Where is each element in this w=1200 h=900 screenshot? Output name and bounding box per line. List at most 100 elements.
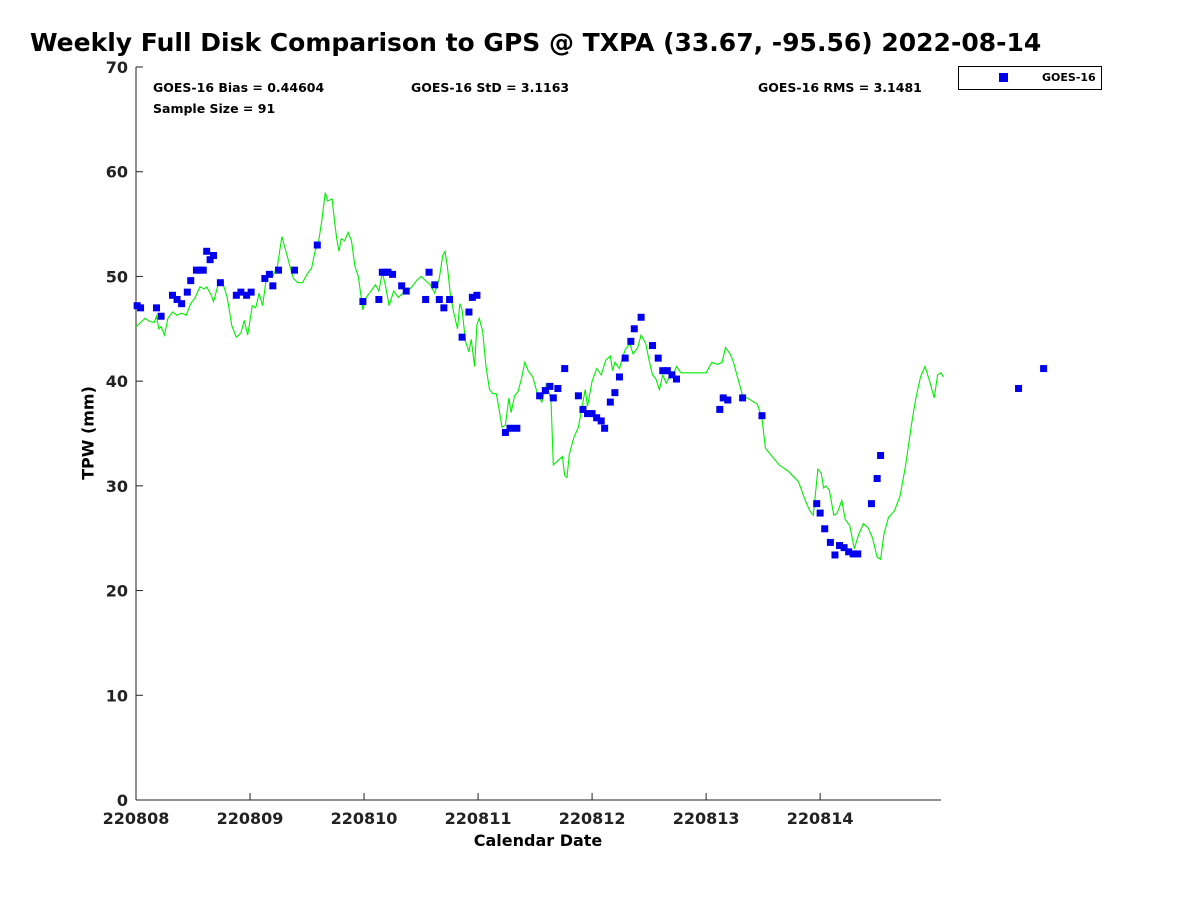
legend-label-goes16: GOES-16 xyxy=(1042,71,1096,84)
goes16-point xyxy=(606,398,614,406)
goes16-point xyxy=(398,282,406,290)
gps-series-line xyxy=(135,192,944,561)
goes16-series-layer xyxy=(133,241,1048,559)
goes16-point xyxy=(247,288,255,296)
goes16-point xyxy=(877,451,885,459)
goes16-point xyxy=(375,295,383,303)
goes16-point xyxy=(1015,384,1023,392)
goes16-point xyxy=(216,279,224,287)
goes16-point xyxy=(137,304,145,312)
goes16-point xyxy=(237,288,245,296)
goes16-point xyxy=(440,304,448,312)
goes16-point xyxy=(389,270,397,278)
goes16-point xyxy=(597,417,605,425)
goes16-point xyxy=(261,275,269,283)
goes16-point xyxy=(873,475,881,483)
goes16-point xyxy=(627,337,635,345)
goes16-point xyxy=(178,300,186,308)
goes16-point xyxy=(719,394,727,402)
goes16-point xyxy=(359,298,367,306)
goes16-point xyxy=(243,291,251,299)
goes16-point xyxy=(615,373,623,381)
goes16-point xyxy=(630,325,638,333)
goes16-point xyxy=(536,392,544,400)
gps-series-layer xyxy=(135,192,944,561)
goes16-point xyxy=(554,384,562,392)
y-tick-label: 10 xyxy=(106,686,128,705)
x-tick-label: 220808 xyxy=(103,809,170,828)
y-tick-label: 70 xyxy=(106,58,128,77)
goes16-point xyxy=(265,270,273,278)
y-tick-label: 60 xyxy=(106,163,128,182)
x-tick-label: 220812 xyxy=(559,809,626,828)
goes16-point xyxy=(1040,365,1048,373)
x-tick-label: 220811 xyxy=(445,809,512,828)
goes16-point xyxy=(435,295,443,303)
goes16-point xyxy=(290,266,298,274)
goes16-point xyxy=(849,550,857,558)
axes xyxy=(135,66,941,801)
goes16-point xyxy=(659,367,667,375)
goes16-point xyxy=(593,414,601,422)
tick-labels: 0 10 20 30 40 50 60 70 220808 220809 220810 220811 2… xyxy=(103,58,854,828)
goes16-point xyxy=(836,542,844,550)
goes16-point xyxy=(816,509,824,517)
y-axis-label: TPW (mm) xyxy=(78,386,98,480)
stat-rms: GOES-16 RMS = 3.1481 xyxy=(758,80,922,95)
goes16-point xyxy=(621,354,629,362)
goes16-point xyxy=(168,291,176,299)
goes16-point xyxy=(153,304,161,312)
y-tick-label: 40 xyxy=(106,372,128,391)
goes16-point xyxy=(854,550,862,558)
goes16-point xyxy=(313,241,321,249)
goes16-point xyxy=(422,295,430,303)
goes16-point xyxy=(384,268,392,276)
x-tick-label: 220813 xyxy=(673,809,740,828)
goes16-point xyxy=(501,428,509,436)
goes16-point xyxy=(506,424,514,432)
goes16-point xyxy=(187,277,195,285)
goes16-point xyxy=(210,251,218,259)
goes16-point xyxy=(611,389,619,397)
stat-bias: GOES-16 Bias = 0.44604 xyxy=(153,80,325,95)
x-tick-label: 220810 xyxy=(331,809,398,828)
goes16-point xyxy=(232,291,240,299)
x-axis-label: Calendar Date xyxy=(473,831,603,850)
goes16-point xyxy=(541,387,549,395)
goes16-point xyxy=(173,295,181,303)
goes16-point xyxy=(654,354,662,362)
goes16-point xyxy=(206,256,214,264)
goes16-point xyxy=(724,396,732,404)
goes16-point xyxy=(549,394,557,402)
goes16-point xyxy=(402,287,410,295)
goes16-point xyxy=(183,288,191,296)
stat-std: GOES-16 StD = 3.1163 xyxy=(411,80,570,95)
goes16-point xyxy=(275,266,283,274)
goes16-point xyxy=(468,293,476,301)
goes16-point xyxy=(446,295,454,303)
goes16-point xyxy=(637,313,645,321)
goes16-point xyxy=(845,548,853,556)
goes16-point xyxy=(473,291,481,299)
goes16-point xyxy=(668,371,676,379)
goes16-point xyxy=(513,424,521,432)
goes16-point xyxy=(546,382,554,390)
goes16-point xyxy=(425,268,433,276)
goes16-point xyxy=(203,247,211,255)
goes16-point xyxy=(199,266,207,274)
goes16-point xyxy=(758,412,766,420)
y-tick-label: 20 xyxy=(106,582,128,601)
legend-marker-goes16 xyxy=(999,73,1008,82)
goes16-point xyxy=(739,394,747,402)
goes16-point xyxy=(269,282,277,290)
y-tick-label: 0 xyxy=(117,791,128,810)
goes16-point xyxy=(663,367,671,375)
goes16-point xyxy=(840,544,848,552)
x-tick-label: 220809 xyxy=(217,809,284,828)
goes16-point xyxy=(431,281,439,289)
goes16-point xyxy=(588,410,596,418)
goes16-point xyxy=(157,312,165,320)
goes16-point xyxy=(579,405,587,413)
chart-title: Weekly Full Disk Comparison to GPS @ TXP… xyxy=(30,28,1042,57)
